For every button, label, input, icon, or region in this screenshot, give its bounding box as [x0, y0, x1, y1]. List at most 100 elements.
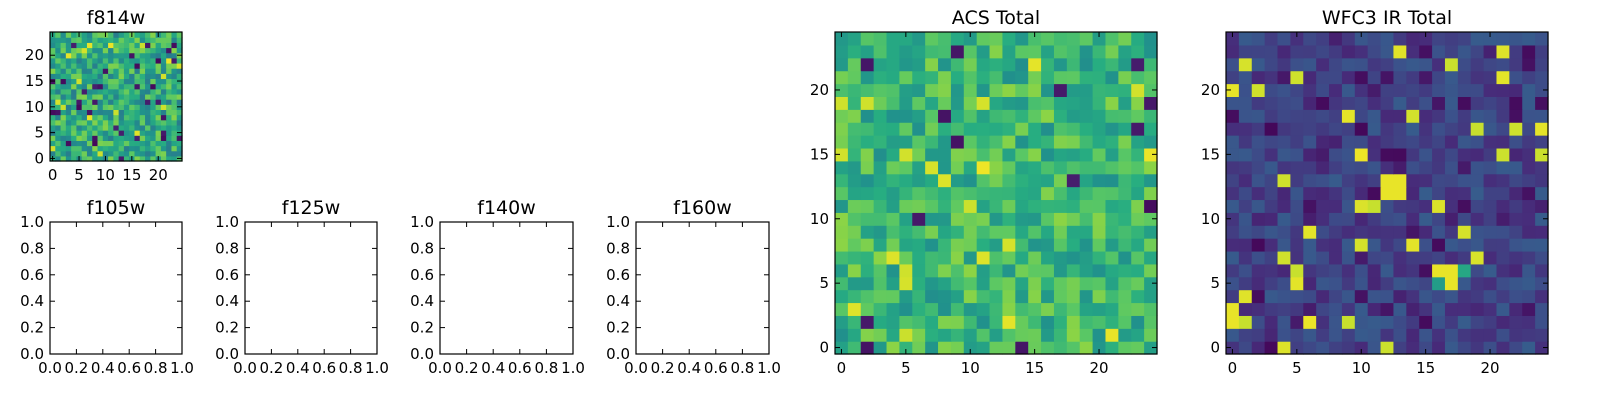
- heatmap-cell: [1131, 57, 1145, 72]
- heatmap-cell: [950, 135, 965, 149]
- heatmap-cell: [1015, 32, 1029, 46]
- heatmap-cell: [1496, 57, 1510, 72]
- heatmap-cell: [1535, 238, 1549, 252]
- heatmap-cell: [1290, 96, 1304, 110]
- heatmap-cell: [123, 93, 130, 100]
- heatmap-cell: [899, 302, 913, 316]
- heatmap-cell: [1329, 238, 1343, 252]
- heatmap-cell: [92, 130, 99, 136]
- heatmap-cell: [1496, 328, 1510, 342]
- heatmap-cell: [1002, 57, 1016, 72]
- heatmap-cell: [81, 119, 88, 126]
- heatmap-cell: [886, 160, 900, 175]
- heatmap-cell: [938, 173, 952, 188]
- heatmap-cell: [963, 341, 978, 355]
- heatmap-cell: [963, 57, 978, 72]
- heatmap-cell: [835, 83, 849, 97]
- heatmap-cell: [166, 78, 173, 85]
- heatmap-cell: [171, 135, 178, 141]
- heatmap-cell: [81, 150, 88, 157]
- heatmap-cell: [847, 276, 862, 291]
- heatmap-cell: [1238, 341, 1253, 355]
- heatmap-cell: [1535, 263, 1549, 278]
- heatmap-cell: [1341, 122, 1356, 136]
- heatmap-cell: [1432, 225, 1446, 239]
- heatmap-cell: [976, 173, 991, 188]
- heatmap-cell: [1131, 173, 1145, 188]
- heatmap-cell: [1535, 328, 1549, 342]
- heatmap-cell: [1367, 263, 1382, 278]
- heatmap-cell: [1419, 328, 1433, 342]
- heatmap-cell: [81, 104, 88, 110]
- heatmap-cell: [860, 341, 875, 355]
- heatmap-cell: [1226, 199, 1240, 213]
- heatmap-cell: [113, 52, 120, 59]
- heatmap-cell: [1079, 238, 1094, 252]
- y-tick-label: 10: [25, 98, 44, 116]
- heatmap-cell: [1028, 302, 1042, 316]
- heatmap-cell: [129, 130, 136, 136]
- heatmap-cell: [989, 225, 1004, 239]
- heatmap-cell: [1028, 250, 1042, 265]
- heatmap-cell: [1457, 109, 1472, 123]
- heatmap-cell: [1496, 238, 1510, 252]
- heatmap-cell: [71, 155, 77, 162]
- heatmap-cell: [1015, 135, 1029, 149]
- heatmap-cell: [1238, 315, 1253, 329]
- heatmap-cell: [1367, 122, 1382, 136]
- heatmap-cell: [1406, 70, 1420, 85]
- heatmap-cell: [1483, 328, 1498, 342]
- heatmap-cell: [108, 130, 114, 136]
- heatmap-cell: [1496, 135, 1510, 149]
- heatmap-cell: [1105, 315, 1119, 329]
- heatmap-cell: [55, 104, 62, 110]
- x-tick-label: 0.8: [144, 359, 168, 377]
- heatmap-cell: [1341, 160, 1356, 175]
- heatmap-cell: [129, 140, 136, 147]
- heatmap-cell: [1028, 225, 1042, 239]
- heatmap-cell: [176, 37, 183, 43]
- heatmap-cell: [92, 119, 99, 126]
- heatmap-cell: [97, 140, 104, 147]
- heatmap-cell: [1118, 147, 1132, 162]
- heatmap-cell: [1522, 44, 1536, 59]
- heatmap-cell: [123, 32, 130, 38]
- heatmap-cell: [1277, 57, 1291, 72]
- heatmap-cell: [160, 135, 167, 141]
- heatmap-cell: [155, 140, 162, 147]
- x-tick-label: 0.2: [259, 359, 283, 377]
- heatmap-cell: [1226, 135, 1240, 149]
- heatmap-cell: [1329, 199, 1343, 213]
- heatmap-cell: [1238, 276, 1253, 291]
- heatmap-cell: [912, 238, 926, 252]
- heatmap-cell: [102, 124, 109, 131]
- heatmap-cell: [1053, 147, 1068, 162]
- heatmap-cell: [1251, 212, 1266, 226]
- heatmap-cell: [113, 62, 120, 69]
- heatmap-cell: [55, 119, 62, 126]
- heatmap-cell: [76, 52, 83, 59]
- heatmap-cell: [50, 42, 56, 49]
- heatmap-cell: [134, 88, 141, 95]
- heatmap-cell: [1457, 276, 1472, 291]
- heatmap-cell: [1079, 32, 1094, 46]
- heatmap-cell: [1131, 212, 1145, 226]
- heatmap-cell: [65, 155, 72, 162]
- y-tick-label: 0.0: [20, 345, 44, 363]
- heatmap-cell: [886, 315, 900, 329]
- heatmap-cell: [50, 99, 56, 105]
- axes-frame: [49, 221, 183, 355]
- heatmap-cell: [1367, 147, 1382, 162]
- heatmap-cell: [1367, 289, 1382, 304]
- heatmap-cell: [1041, 302, 1055, 316]
- heatmap-cell: [950, 160, 965, 175]
- heatmap-cell: [938, 263, 952, 278]
- heatmap-cell: [113, 68, 120, 74]
- heatmap-cell: [1226, 276, 1240, 291]
- heatmap-cell: [1470, 160, 1485, 175]
- heatmap-cell: [1354, 315, 1369, 329]
- heatmap-cell: [1079, 57, 1094, 72]
- heatmap-cell: [1002, 341, 1016, 355]
- heatmap-cell: [835, 147, 849, 162]
- heatmap-cell: [81, 109, 88, 116]
